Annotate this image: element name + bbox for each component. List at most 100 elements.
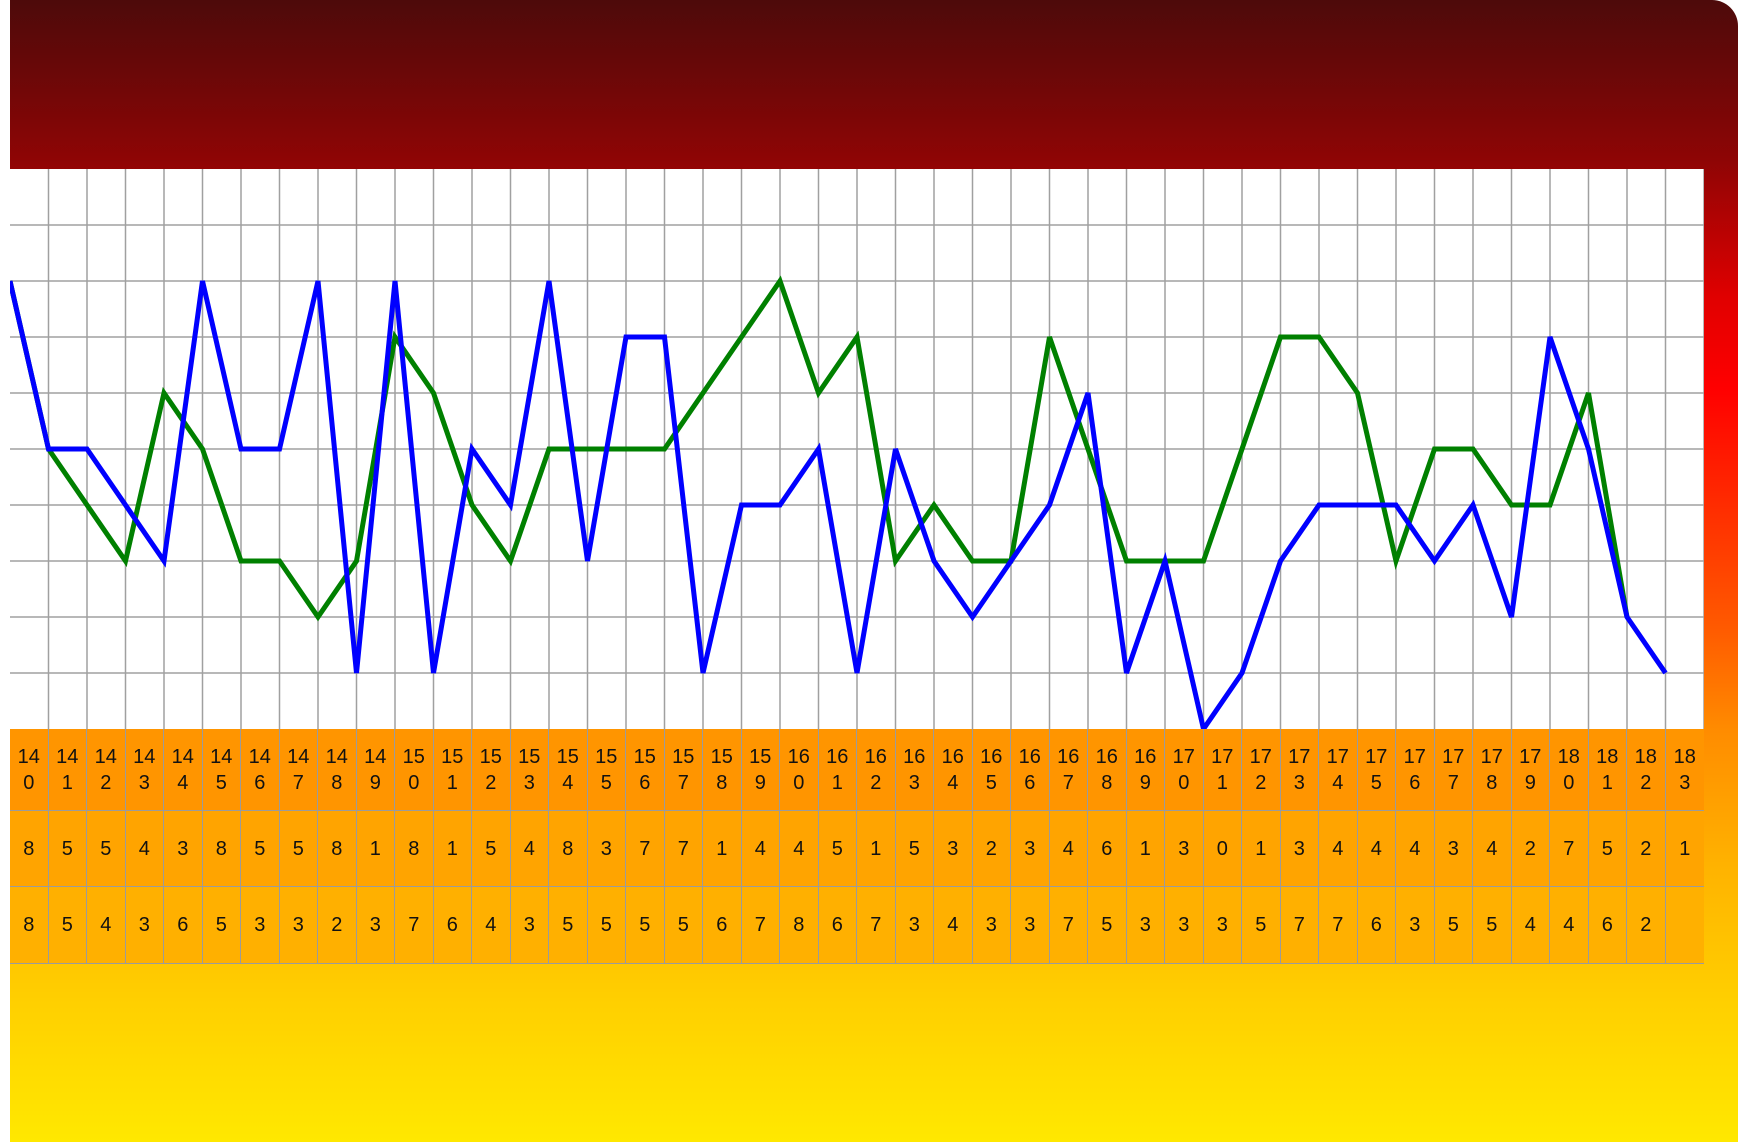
series-1-cell: 5 [818, 811, 857, 887]
header-cell: 181 [1588, 729, 1627, 811]
series-1-cell: 5 [241, 811, 280, 887]
header-cell: 149 [356, 729, 395, 811]
series-2-cell: 3 [1165, 887, 1204, 964]
header-cell: 158 [703, 729, 742, 811]
series-1-cell: 0 [1203, 811, 1242, 887]
series-1-cell: 4 [780, 811, 819, 887]
series-1-cell: 4 [510, 811, 549, 887]
header-cell: 144 [164, 729, 203, 811]
series-2-cell: 6 [703, 887, 742, 964]
series-2-cell: 4 [472, 887, 511, 964]
header-cell: 155 [587, 729, 626, 811]
series-2-cell: 5 [1473, 887, 1512, 964]
header-cell: 180 [1550, 729, 1589, 811]
header-cell: 156 [626, 729, 665, 811]
series-2-cell: 3 [972, 887, 1011, 964]
header-cell: 147 [279, 729, 318, 811]
series-2-cell: 8 [10, 887, 49, 964]
header-cell: 171 [1203, 729, 1242, 811]
series-1-cell: 5 [472, 811, 511, 887]
series-1-cell: 2 [1511, 811, 1550, 887]
series-1-cell: 4 [1049, 811, 1088, 887]
series-2-cell: 7 [857, 887, 896, 964]
data-table: 140 141 142 143 144 145 146 147 148 149 150 151 152 1… [10, 729, 1704, 964]
series-1-cell: 4 [1473, 811, 1512, 887]
series-1-cell: 4 [1357, 811, 1396, 887]
chart-plot-area [10, 169, 1704, 729]
header-cell: 164 [934, 729, 973, 811]
header-cell: 172 [1242, 729, 1281, 811]
series-1-line [10, 280, 1668, 729]
series-2-cell: 4 [1511, 887, 1550, 964]
series-1-cell: 6 [1088, 811, 1127, 887]
series-1-cell: 7 [1550, 811, 1589, 887]
series-2-cell: 3 [356, 887, 395, 964]
series-2-cell: 6 [433, 887, 472, 964]
header-cell: 145 [202, 729, 241, 811]
series-2-cell: 6 [818, 887, 857, 964]
series-1-cell: 8 [318, 811, 357, 887]
series-2-cell: 5 [202, 887, 241, 964]
header-cell: 167 [1049, 729, 1088, 811]
series-2-cell: 4 [1550, 887, 1589, 964]
series-2-cell: 7 [395, 887, 434, 964]
header-cell: 177 [1434, 729, 1473, 811]
series-2-cell: 7 [1319, 887, 1358, 964]
series-1-cell: 1 [1242, 811, 1281, 887]
header-cell: 175 [1357, 729, 1396, 811]
header-cell: 157 [664, 729, 703, 811]
series-1-cell: 8 [10, 811, 49, 887]
series-2-cell: 3 [241, 887, 280, 964]
series-2-cell: 7 [741, 887, 780, 964]
series-1-cell: 3 [1434, 811, 1473, 887]
series-2-cell: 3 [1396, 887, 1435, 964]
series-1-cell: 8 [395, 811, 434, 887]
series-1-cell: 2 [1627, 811, 1666, 887]
header-cell: 159 [741, 729, 780, 811]
series-1-cell: 2 [972, 811, 1011, 887]
series-1-cell: 8 [202, 811, 241, 887]
header-cell: 160 [780, 729, 819, 811]
series-2-cell: 3 [279, 887, 318, 964]
series-2-cell: 8 [780, 887, 819, 964]
series-1-cell: 3 [587, 811, 626, 887]
series-1-cell: 7 [664, 811, 703, 887]
series-2-cell: 2 [1627, 887, 1666, 964]
series-2-cell: 5 [664, 887, 703, 964]
header-cell: 146 [241, 729, 280, 811]
series-2-cell: 5 [549, 887, 588, 964]
header-cell: 176 [1396, 729, 1435, 811]
header-cell: 141 [48, 729, 87, 811]
series-2-cell: 7 [1280, 887, 1319, 964]
series-2-cell: 3 [510, 887, 549, 964]
series-1-cell: 1 [857, 811, 896, 887]
series-2-cell: 4 [87, 887, 126, 964]
series-2-cell: 5 [626, 887, 665, 964]
series-1-cell: 1 [433, 811, 472, 887]
series-2-cell: 2 [318, 887, 357, 964]
series-1-cell: 3 [164, 811, 203, 887]
series-2-cell: 5 [1088, 887, 1127, 964]
series-1-cell: 4 [125, 811, 164, 887]
series-2-cell [1665, 887, 1704, 964]
series-1-cell: 3 [1280, 811, 1319, 887]
series-2-cell: 3 [1011, 887, 1050, 964]
header-cell: 173 [1280, 729, 1319, 811]
series-1-cell: 1 [1665, 811, 1704, 887]
header-cell: 153 [510, 729, 549, 811]
series-1-cell: 3 [934, 811, 973, 887]
series-2-cell: 4 [934, 887, 973, 964]
series-2-cell: 6 [164, 887, 203, 964]
header-cell: 178 [1473, 729, 1512, 811]
series-2-cell: 6 [1588, 887, 1627, 964]
series-1-cell: 5 [1588, 811, 1627, 887]
series-2-cell: 3 [1203, 887, 1242, 964]
series-2-cell: 3 [1126, 887, 1165, 964]
series-1-cell: 5 [87, 811, 126, 887]
header-cell: 154 [549, 729, 588, 811]
header-cell: 182 [1627, 729, 1666, 811]
header-cell: 150 [395, 729, 434, 811]
series-2-cell: 7 [1049, 887, 1088, 964]
